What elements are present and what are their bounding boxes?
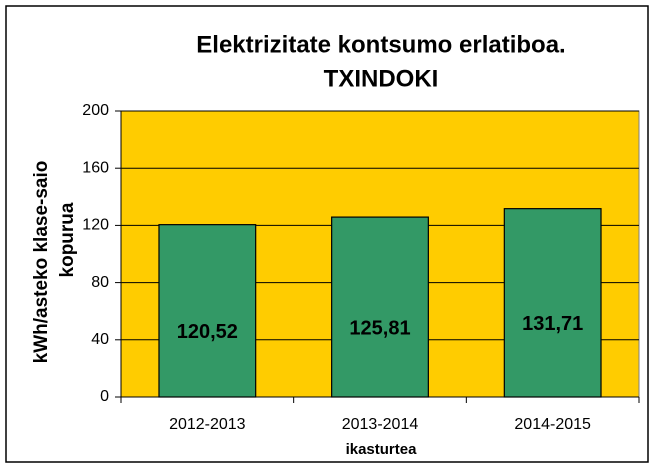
value-label: 120,52 xyxy=(177,321,238,343)
bar xyxy=(331,216,429,398)
x-tick-label: 2014-2015 xyxy=(514,416,591,433)
y-tick-label: 40 xyxy=(91,331,109,348)
chart-title: TXINDOKI xyxy=(324,65,439,92)
value-label: 125,81 xyxy=(349,317,410,339)
y-tick-label: 0 xyxy=(100,388,109,405)
x-tick-label: 2013-2014 xyxy=(342,416,419,433)
x-axis-label: ikasturtea xyxy=(346,441,418,458)
y-tick-label: 80 xyxy=(91,274,109,291)
y-axis-label: kWh/asteko klase-saio xyxy=(31,161,52,364)
bar xyxy=(158,224,257,398)
y-axis-label: kopurua xyxy=(57,202,78,277)
y-tick-label: 200 xyxy=(82,102,109,119)
y-tick-label: 160 xyxy=(82,159,109,176)
y-tick-label: 120 xyxy=(82,217,109,234)
value-label: 131,71 xyxy=(522,313,583,335)
bar xyxy=(503,208,602,398)
chart-title: Elektrizitate kontsumo erlatiboa. xyxy=(196,31,565,58)
x-tick-label: 2012-2013 xyxy=(169,416,246,433)
